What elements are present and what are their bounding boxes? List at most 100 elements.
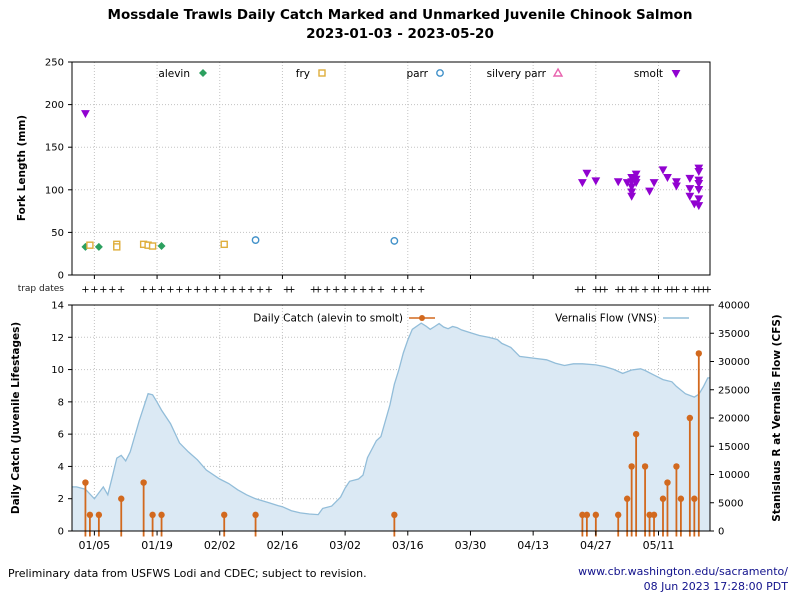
trap-date-mark: + — [359, 285, 367, 296]
trap-date-mark: + — [390, 285, 398, 296]
legend-label-vernalis-flow: Vernalis Flow (VNS) — [555, 313, 657, 325]
catch-stem-marker — [615, 511, 622, 519]
legend-marker-alevin — [199, 69, 207, 77]
trap-date-mark: + — [247, 285, 255, 296]
catch-stem-marker — [583, 511, 591, 519]
data-point-smolt — [685, 174, 695, 183]
catch-stem-marker — [691, 495, 698, 502]
trap-date-mark: + — [578, 285, 586, 296]
data-point-smolt — [81, 110, 90, 119]
legend-label-fry: fry — [296, 68, 310, 80]
daily-catch-tick-label: 12 — [51, 333, 64, 344]
flow-tick-label: 20000 — [718, 414, 750, 425]
top-panel-border — [71, 61, 711, 276]
catch-stem-marker — [95, 511, 103, 519]
footer-url-link[interactable]: www.cbr.washington.edu/sacramento/ — [578, 565, 788, 578]
data-point-fry — [113, 243, 121, 251]
data-point-smolt — [658, 166, 668, 175]
data-point-smolt — [627, 183, 637, 192]
date-tick-label: 01/05 — [79, 539, 111, 552]
trap-date-mark: + — [323, 285, 331, 296]
data-point-smolt — [627, 192, 637, 201]
trap-dates-label: trap dates — [17, 284, 64, 294]
legend-marker-parr — [436, 69, 444, 77]
trap-date-mark: + — [99, 285, 107, 296]
trap-date-mark: + — [238, 285, 246, 296]
data-point-alevin — [94, 242, 103, 251]
flow-tick-label: 40000 — [718, 301, 750, 312]
data-point-fry — [86, 241, 94, 249]
date-tick-label: 04/13 — [517, 539, 549, 552]
data-point-smolt — [685, 192, 695, 201]
trap-date-mark: + — [332, 285, 340, 296]
trap-date-mark: + — [596, 285, 604, 296]
daily-catch-tick-label: 0 — [58, 527, 64, 538]
trap-date-mark: + — [157, 285, 165, 296]
fork-length-tick-label: 150 — [45, 143, 64, 154]
daily-catch-axis-label: Daily Catch (Juvenile Lifestages) — [10, 321, 22, 515]
page-title: Mossdale Trawls Daily Catch Marked and U… — [107, 7, 693, 23]
date-tick-label: 05/11 — [643, 539, 675, 552]
data-point-smolt — [627, 188, 637, 197]
catch-stem-marker — [82, 479, 89, 486]
data-point-smolt — [645, 187, 654, 196]
date-tick-label: 02/16 — [267, 539, 299, 552]
daily-catch-tick-label: 6 — [58, 430, 64, 441]
flow-area — [72, 323, 710, 531]
catch-stem-marker — [686, 414, 694, 422]
data-point-parr — [390, 237, 399, 245]
date-tick-label: 03/02 — [329, 539, 361, 552]
data-point-smolt — [649, 179, 659, 188]
trap-date-mark: + — [90, 285, 98, 296]
trap-date-mark: + — [229, 285, 237, 296]
data-point-smolt — [694, 185, 704, 194]
trap-date-mark: + — [139, 285, 147, 296]
trap-date-mark: + — [618, 285, 626, 296]
trap-date-mark: + — [117, 285, 125, 296]
trap-date-mark: + — [672, 285, 680, 296]
daily-catch-tick-label: 2 — [58, 494, 64, 505]
footer-disclaimer: Preliminary data from USFWS Lodi and CDE… — [8, 567, 367, 580]
trap-date-mark: + — [184, 285, 192, 296]
catch-stem-marker — [632, 430, 640, 438]
fork-length-tick-label: 100 — [45, 185, 64, 196]
legend-label-silvery-parr: silvery parr — [487, 68, 547, 80]
data-point-smolt — [578, 179, 587, 188]
catch-stem-marker — [623, 495, 631, 502]
fork-length-tick-label: 0 — [58, 271, 64, 282]
legend-marker-daily-catch-dot — [419, 315, 425, 321]
data-point-smolt — [613, 178, 623, 187]
catch-stem-marker — [673, 463, 680, 470]
date-tick-label: 03/16 — [392, 539, 424, 552]
trap-date-mark: + — [148, 285, 156, 296]
trap-date-mark: + — [632, 285, 640, 296]
data-point-smolt — [631, 170, 641, 179]
catch-stem-marker — [158, 511, 165, 519]
catch-stem-marker — [149, 511, 156, 519]
catch-stem-marker — [677, 495, 685, 502]
date-tick-label: 03/30 — [455, 539, 487, 552]
data-point-fry — [148, 242, 157, 250]
trap-date-mark: + — [377, 285, 385, 296]
legend-marker-silvery-parr — [552, 67, 564, 77]
catch-stem-marker — [221, 511, 228, 519]
catch-stem-marker — [579, 511, 586, 519]
trap-date-mark: + — [350, 285, 358, 296]
catch-stem-marker — [86, 511, 94, 519]
data-point-smolt — [694, 168, 704, 177]
catch-stem-marker — [664, 479, 671, 486]
legend-label-smolt: smolt — [634, 68, 663, 80]
catch-stem-marker — [628, 463, 635, 470]
fork-length-tick-label: 250 — [45, 58, 64, 69]
trap-date-mark: + — [699, 285, 707, 296]
data-point-smolt — [663, 174, 672, 183]
legend-label-alevin: alevin — [158, 68, 190, 80]
data-point-alevin — [157, 242, 166, 251]
trap-date-mark: + — [193, 285, 201, 296]
legend-marker-smolt — [671, 70, 681, 78]
trap-date-mark: + — [368, 285, 376, 296]
trap-date-mark: + — [641, 285, 649, 296]
data-point-fry — [220, 240, 228, 249]
